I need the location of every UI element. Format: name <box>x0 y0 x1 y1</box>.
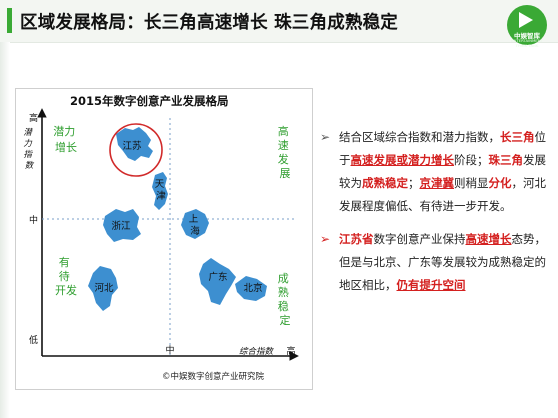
bullet-2-segment: 高速增长 <box>465 232 512 246</box>
ql-tr-c0: 高 <box>278 124 289 138</box>
bullet-1-segment: 结合区域综合指数和潜力指数， <box>339 130 500 144</box>
quadrant-chart: 高 中 低 中 高 潜 力 指 数 综合指数 潜力 增长 高 速 发 展 有 待… <box>23 108 299 361</box>
y-axis-label-c3: 数 <box>25 160 35 171</box>
bullet-1-segment: 分化 <box>488 176 512 190</box>
y-tick-mid: 中 <box>29 214 38 226</box>
region-label-beijing: 北京 <box>243 282 262 294</box>
y-axis-label-c2: 指 <box>23 149 33 160</box>
ql-br-c0: 成 <box>278 272 289 285</box>
shanghai-c0: 上 <box>189 214 199 225</box>
quadrant-label-high-speed: 高 速 发 展 <box>278 124 293 180</box>
ql-bl-line3: 开发 <box>55 283 77 297</box>
jiangsu-highlight-circle <box>109 123 163 177</box>
beijing-shape <box>235 276 267 301</box>
bullet-1-segment: 位于 <box>339 130 546 167</box>
x-tick-mid: 中 <box>165 344 174 356</box>
bullet-2-segment: 仍有提升空间 <box>396 278 466 292</box>
bullet-item-2: ➢ 江苏省数字创意产业保持高速增长态势，但是与北京、广东等发展较为成熟稳定的地区… <box>316 228 552 297</box>
y-axis-label-c1: 力 <box>23 138 33 149</box>
bullet-1-segment: 成熟稳定 <box>362 176 408 190</box>
bullet-1-segment: ，河北发展程度偏低、有待进一步开发。 <box>339 176 546 213</box>
ql-br-c3: 定 <box>280 313 291 327</box>
region-label-tianjin: 天 津 <box>155 179 168 202</box>
bullet-2-text: 江苏省数字创意产业保持高速增长态势，但是与北京、广东等发展较为成熟稳定的地区相比… <box>339 232 546 292</box>
ql-tl-line1: 潜力 <box>53 124 75 138</box>
quadrant-label-to-develop: 有 待 开发 <box>55 255 77 297</box>
ql-br-c1: 熟 <box>278 285 289 299</box>
chart-frame <box>15 88 313 390</box>
bullet-1-segment: 珠三角 <box>488 153 524 167</box>
bullet-item-1: ➢ 结合区域综合指数和潜力指数，长三角位于高速发展或潜力增长阶段；珠三角发展较为… <box>316 126 552 218</box>
tianjin-shape <box>152 172 168 210</box>
tianjin-c1: 津 <box>156 191 166 202</box>
logo-name: 中娱智库 <box>514 32 540 40</box>
x-axis-label: 综合指数 <box>239 346 275 357</box>
ql-br-c2: 稳 <box>278 299 289 313</box>
bullet-2-segment: 态势，但是与北京、广东等发展较为成熟稳定的地区相比， <box>339 232 546 292</box>
brand-logo: 中娱智库 ENTERTAINMENT THINK TANK <box>507 5 547 48</box>
bullet-1-text: 结合区域综合指数和潜力指数，长三角位于高速发展或潜力增长阶段；珠三角发展较为成熟… <box>339 130 546 213</box>
y-axis-label-c0: 潜 <box>23 127 33 138</box>
x-tick-high: 高 <box>286 345 295 357</box>
zhejiang-shape <box>103 209 141 242</box>
region-label-jiangsu: 江苏 <box>122 140 142 152</box>
ql-tr-c3: 展 <box>280 167 291 180</box>
bullet-2-segment: 江苏省 <box>339 232 374 246</box>
shanghai-shape <box>181 209 209 239</box>
bullet-1-segment: 高速发展或潜力增长 <box>350 153 455 167</box>
region-label-guangdong: 广东 <box>208 271 227 283</box>
y-tick-high: 高 <box>29 112 38 124</box>
ql-bl-line2: 待 <box>59 269 70 283</box>
arrow-bullet-icon: ➢ <box>320 130 331 144</box>
quadrant-label-potential-growth: 潜力 增长 <box>53 124 79 154</box>
bullet-1-segment: 长三角 <box>500 130 535 144</box>
header-bar: 区域发展格局：长三角高速增长 珠三角成熟稳定 中娱智库 ENTERTAINMEN… <box>0 0 558 48</box>
ql-tr-c2: 发 <box>278 152 289 166</box>
chart-source: ©中娱数字创意产业研究院 <box>162 372 265 382</box>
ql-tl-line2: 增长 <box>55 140 77 154</box>
guangdong-shape <box>199 258 236 305</box>
bullet-1-segment: 阶段； <box>454 153 489 167</box>
jiangsu-shape <box>116 127 153 161</box>
arrow-bullet-icon: ➢ <box>320 232 331 246</box>
bullet-1-segment: 发展较为 <box>339 153 546 190</box>
bullet-1-segment: 则稍显 <box>454 176 489 190</box>
chart-title: 2015年数字创意产业发展格局 <box>70 94 229 108</box>
quadrant-label-mature-stable: 成 熟 稳 定 <box>278 272 293 327</box>
bullet-2-segment: 数字创意产业保持 <box>373 232 466 246</box>
play-icon <box>519 12 533 28</box>
hebei-shape <box>88 266 118 311</box>
region-label-hebei: 河北 <box>94 282 114 294</box>
y-tick-low: 低 <box>29 334 38 346</box>
side-shade <box>0 42 10 418</box>
page-title: 区域发展格局：长三角高速增长 珠三角成熟稳定 <box>20 13 398 33</box>
logo-subtitle: ENTERTAINMENT THINK TANK <box>511 38 543 48</box>
region-label-zhejiang: 浙江 <box>111 220 131 232</box>
y-axis-label: 潜 力 指 数 <box>23 127 34 171</box>
bullet-list: ➢ 结合区域综合指数和潜力指数，长三角位于高速发展或潜力增长阶段；珠三角发展较为… <box>316 126 552 297</box>
shanghai-c1: 海 <box>190 225 200 237</box>
bullet-1-segment: ； <box>408 176 420 190</box>
bullet-1-segment: 京津冀 <box>419 176 455 190</box>
tianjin-c0: 天 <box>155 179 165 190</box>
ql-bl-line1: 有 <box>59 255 70 269</box>
ql-tr-c1: 速 <box>278 139 289 152</box>
header-accent <box>7 8 12 33</box>
region-label-shanghai: 上 海 <box>189 214 202 237</box>
